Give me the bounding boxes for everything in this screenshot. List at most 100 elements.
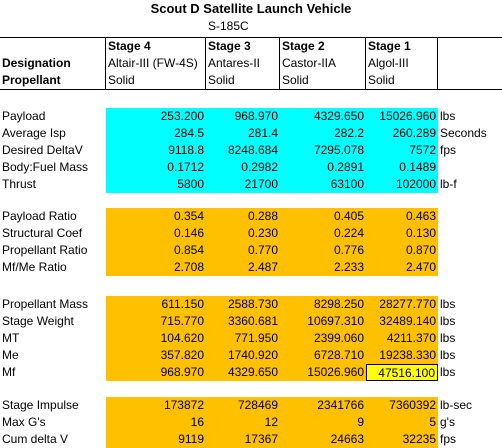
stage-4-value-cell[interactable]: 0.1712 (106, 159, 206, 176)
stage-4-value-cell[interactable]: 104.620 (106, 330, 206, 347)
stage-1-propellant[interactable]: Solid (368, 73, 395, 87)
stage-4-value-cell[interactable]: 968.970 (106, 364, 206, 381)
stage-3-value-cell[interactable]: 2.487 (206, 259, 280, 276)
row-label[interactable]: Payload Ratio (2, 209, 77, 223)
sheet-title[interactable]: Scout D Satellite Launch Vehicle (150, 1, 352, 16)
stage-2-value-cell[interactable]: 0.776 (280, 242, 366, 259)
stage-2-value-cell[interactable]: 15026.960 (280, 364, 366, 381)
stage-2-value-cell[interactable]: 0.2891 (280, 159, 366, 176)
unit-cell[interactable] (438, 208, 502, 225)
row-label[interactable]: Propellant Ratio (2, 243, 88, 257)
stage-1-value-cell[interactable]: 0.870 (366, 242, 438, 259)
unit-cell[interactable]: Seconds (440, 126, 487, 140)
row-label[interactable]: Cum delta V (2, 432, 69, 446)
row-label[interactable]: Stage Impulse (2, 398, 79, 412)
stage-4-header[interactable]: Stage 4 (108, 39, 151, 53)
designation-label[interactable]: Designation (2, 56, 71, 70)
stage-4-propellant[interactable]: Solid (108, 73, 135, 87)
stage-2-value-cell[interactable]: 4329.650 (280, 108, 366, 125)
stage-3-propellant[interactable]: Solid (208, 73, 235, 87)
stage-2-value-cell[interactable]: 7295.078 (280, 142, 366, 159)
row-label[interactable]: Average Isp (2, 126, 66, 140)
row-label[interactable]: MT (2, 331, 20, 345)
row-label[interactable]: Payload (2, 109, 46, 123)
stage-4-value-cell[interactable]: 0.354 (106, 208, 206, 225)
unit-cell[interactable]: lb-sec (440, 398, 473, 412)
stage-1-value-cell[interactable]: 0.463 (366, 208, 438, 225)
stage-1-value-cell[interactable]: 32235 (366, 431, 438, 448)
stage-1-value-cell[interactable]: 19238.330 (366, 347, 438, 364)
unit-cell[interactable]: fps (440, 143, 457, 157)
stage-4-value-cell[interactable]: 16 (106, 414, 206, 431)
row-label[interactable]: Propellant Mass (2, 297, 89, 311)
stage-1-header[interactable]: Stage 1 (368, 39, 411, 53)
stage-2-value-cell[interactable]: 10697.310 (280, 313, 366, 330)
stage-2-propellant[interactable]: Solid (282, 73, 309, 87)
row-label[interactable]: Mf/Me Ratio (2, 260, 67, 274)
stage-4-value-cell[interactable]: 9118.8 (106, 142, 206, 159)
stage-1-value-cell[interactable]: 15026.960 (366, 108, 438, 125)
stage-4-value-cell[interactable]: 2.708 (106, 259, 206, 276)
stage-1-value-cell[interactable]: 32489.140 (366, 313, 438, 330)
stage-2-value-cell[interactable]: 2341766 (280, 397, 366, 414)
stage-1-value-cell[interactable]: 0.1489 (366, 159, 438, 176)
stage-1-value-cell[interactable]: 260.289 (366, 125, 438, 142)
stage-2-value-cell[interactable]: 2399.060 (280, 330, 366, 347)
row-label[interactable]: Desired DeltaV (2, 143, 83, 157)
stage-1-value-cell[interactable]: 7360392 (366, 397, 438, 414)
unit-cell[interactable]: lbs (440, 297, 456, 311)
stage-3-value-cell[interactable]: 12 (206, 414, 280, 431)
stage-1-designation[interactable]: Algol-III (368, 56, 409, 70)
unit-cell[interactable]: lbs (440, 314, 456, 328)
stage-4-value-cell[interactable]: 357.820 (106, 347, 206, 364)
stage-2-value-cell[interactable]: 6728.710 (280, 347, 366, 364)
stage-3-header[interactable]: Stage 3 (208, 39, 251, 53)
stage-4-value-cell[interactable]: 284.5 (106, 125, 206, 142)
unit-cell[interactable]: lbs (440, 365, 456, 379)
stage-2-designation[interactable]: Castor-IIA (282, 56, 337, 70)
row-label[interactable]: Me (2, 348, 19, 362)
stage-1-value-cell[interactable]: 28277.770 (366, 296, 438, 313)
propellant-label[interactable]: Propellant (2, 73, 61, 87)
stage-3-value-cell[interactable]: 968.970 (206, 108, 280, 125)
unit-cell[interactable]: lbs (440, 348, 456, 362)
stage-3-value-cell[interactable]: 21700 (206, 176, 280, 193)
stage-3-value-cell[interactable]: 728469 (206, 397, 280, 414)
stage-1-value-cell[interactable]: 0.130 (366, 225, 438, 242)
stage-4-designation[interactable]: Altair-III (FW-4S) (108, 56, 198, 70)
stage-1-value-cell[interactable]: 102000 (366, 176, 438, 193)
unit-cell[interactable] (438, 259, 502, 276)
header-blank[interactable] (0, 38, 106, 55)
stage-3-value-cell[interactable]: 4329.650 (206, 364, 280, 381)
stage-3-value-cell[interactable]: 771.950 (206, 330, 280, 347)
stage-3-value-cell[interactable]: 8248.684 (206, 142, 280, 159)
unit-cell[interactable]: lb-f (440, 177, 457, 191)
row-label[interactable]: Structural Coef (2, 226, 83, 240)
stage-1-value-cell[interactable]: 7572 (366, 142, 438, 159)
stage-2-value-cell[interactable]: 0.405 (280, 208, 366, 225)
stage-4-value-cell[interactable]: 611.150 (106, 296, 206, 313)
unit-cell[interactable]: g's (440, 415, 455, 429)
stage-1-value-cell[interactable]: 4211.370 (366, 330, 438, 347)
unit-cell[interactable]: lbs (440, 331, 456, 345)
stage-2-value-cell[interactable]: 8298.250 (280, 296, 366, 313)
stage-4-value-cell[interactable]: 0.854 (106, 242, 206, 259)
unit-cell[interactable]: fps (440, 432, 457, 446)
row-label[interactable]: Body:Fuel Mass (2, 160, 89, 174)
stage-3-value-cell[interactable]: 281.4 (206, 125, 280, 142)
stage-3-value-cell[interactable]: 0.770 (206, 242, 280, 259)
stage-2-header[interactable]: Stage 2 (282, 39, 325, 53)
stage-4-value-cell[interactable]: 5800 (106, 176, 206, 193)
stage-2-value-cell[interactable]: 9 (280, 414, 366, 431)
stage-3-value-cell[interactable]: 17367 (206, 431, 280, 448)
unit-cell[interactable] (438, 225, 502, 242)
selected-cell[interactable]: 47516.100 (366, 364, 438, 381)
stage-2-value-cell[interactable]: 2.233 (280, 259, 366, 276)
stage-2-value-cell[interactable]: 0.224 (280, 225, 366, 242)
stage-3-value-cell[interactable]: 0.288 (206, 208, 280, 225)
stage-1-value-cell[interactable]: 2.470 (366, 259, 438, 276)
row-label[interactable]: Mf (2, 365, 16, 379)
stage-4-value-cell[interactable]: 9119 (106, 431, 206, 448)
stage-1-value-cell[interactable]: 5 (366, 414, 438, 431)
model-label[interactable]: S-185C (208, 19, 249, 33)
